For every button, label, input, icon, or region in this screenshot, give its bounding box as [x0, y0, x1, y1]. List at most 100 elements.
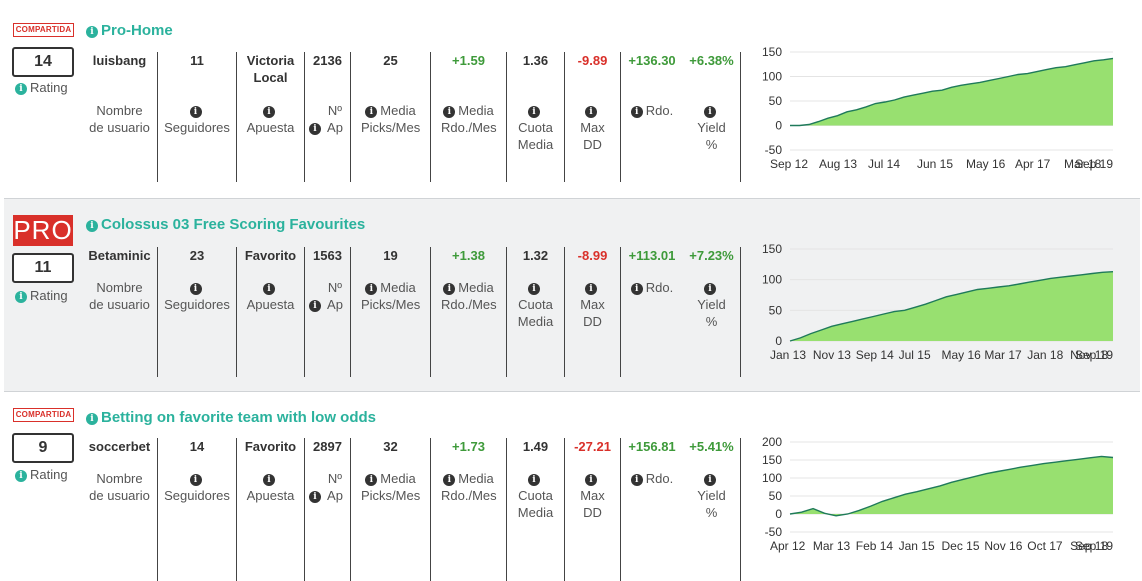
cuota-label: i Cuota Media: [507, 102, 564, 153]
picks-label: i Media Picks/Mes: [351, 279, 430, 313]
info-circle-icon[interactable]: i: [704, 474, 716, 486]
x-tick-label: Sep 12: [770, 157, 808, 171]
info-circle-icon[interactable]: i: [630, 283, 643, 295]
maxdd-label-text: Max DD: [580, 297, 605, 329]
followers-label: i Seguidores: [158, 279, 236, 313]
info-circle-icon[interactable]: i: [528, 283, 540, 295]
info-circle-icon[interactable]: i: [189, 283, 202, 295]
y-tick-label: 50: [769, 489, 783, 503]
y-tick-label: 100: [762, 471, 782, 485]
col-cuota: 1.36 i Cuota Media: [507, 52, 565, 182]
info-circle-icon[interactable]: i: [15, 470, 27, 482]
col-rdo: +156.81 i Rdo.: [621, 438, 683, 581]
info-circle-icon[interactable]: i: [365, 474, 378, 486]
username[interactable]: soccerbet: [88, 439, 151, 454]
col-picks: 32 i Media Picks/Mes: [351, 438, 431, 581]
strategy-title-text[interactable]: Colossus 03 Free Scoring Favourites: [101, 216, 366, 233]
info-circle-icon[interactable]: i: [585, 474, 597, 486]
username[interactable]: luisbang: [92, 53, 147, 68]
followers-label: i Seguidores: [158, 102, 236, 136]
info-circle-icon[interactable]: i: [585, 106, 597, 118]
info-circle-icon[interactable]: i: [585, 283, 597, 295]
col-num-bets: 2897 i Nº Ap: [305, 438, 351, 581]
media-rdo-label-text: Media Rdo./Mes: [441, 471, 497, 503]
info-circle-icon[interactable]: i: [443, 283, 456, 295]
info-circle-icon[interactable]: i: [263, 283, 275, 295]
num-bets-value: 2897: [313, 439, 342, 454]
info-circle-icon[interactable]: i: [528, 474, 540, 486]
x-tick-label: Aug 13: [819, 157, 857, 171]
x-tick-label: Oct 17: [1027, 539, 1063, 553]
strategy-title-text[interactable]: Betting on favorite team with low odds: [101, 409, 377, 426]
strategy-title-text[interactable]: Pro-Home: [101, 22, 173, 39]
x-tick-label: Sep 18: [1070, 539, 1108, 553]
info-circle-icon[interactable]: i: [704, 283, 716, 295]
cuota-value: 1.49: [522, 439, 549, 454]
info-circle-icon[interactable]: i: [309, 123, 321, 135]
yield-label-text: Yield %: [697, 297, 726, 329]
info-circle-icon[interactable]: i: [15, 291, 27, 303]
username[interactable]: Betaminic: [88, 248, 151, 263]
info-circle-icon[interactable]: i: [189, 106, 202, 118]
info-circle-icon[interactable]: i: [365, 106, 378, 118]
info-circle-icon[interactable]: i: [630, 474, 643, 486]
bet-value: Victoria Local: [246, 53, 295, 85]
picks-value: 32: [383, 439, 398, 454]
followers-label: i Seguidores: [158, 470, 236, 504]
followers-label-text: Seguidores: [164, 297, 230, 312]
info-circle-icon[interactable]: i: [309, 491, 321, 503]
cuota-value: 1.32: [522, 248, 549, 263]
profit-chart: 200 150 100 50 0 -50 Apr 12 Mar 13 Feb 14 Jan 15 D…: [748, 434, 1138, 554]
rating-label: i Rating: [15, 288, 68, 303]
bet-label: i Apuesta: [237, 102, 304, 136]
yield-value: +5.41%: [689, 439, 734, 454]
cuota-label-text: Cuota Media: [517, 120, 554, 152]
x-tick-label: Sep 19: [1075, 348, 1113, 362]
info-circle-icon[interactable]: i: [263, 106, 275, 118]
y-tick-label: 50: [769, 94, 783, 108]
info-circle-icon[interactable]: i: [704, 106, 716, 118]
col-maxdd: -27.21 i Max DD: [565, 438, 621, 581]
bet-label: i Apuesta: [237, 470, 304, 504]
rdo-value: +113.01: [628, 248, 676, 263]
info-circle-icon[interactable]: i: [443, 106, 456, 118]
info-circle-icon[interactable]: i: [263, 474, 275, 486]
x-tick-label: Feb 14: [856, 539, 894, 553]
bet-label-text: Apuesta: [246, 297, 295, 312]
username-label: Nombre de usuario: [89, 471, 150, 503]
rdo-value: +136.30: [628, 53, 676, 68]
info-circle-icon[interactable]: i: [15, 83, 27, 95]
x-tick-label: Mar 17: [984, 348, 1022, 362]
info-circle-icon[interactable]: i: [630, 106, 643, 118]
info-circle-icon[interactable]: i: [443, 474, 456, 486]
col-yield: +5.41% i Yield %: [683, 438, 741, 581]
num-bets-value: 1563: [313, 248, 342, 263]
picks-value: 25: [383, 53, 398, 68]
strategy-title[interactable]: i Betting on favorite team with low odds: [86, 409, 376, 426]
col-yield: +6.38% i Yield %: [683, 52, 741, 182]
chart-line: [790, 57, 1114, 127]
strategy-title[interactable]: i Colossus 03 Free Scoring Favourites: [86, 216, 365, 233]
x-tick-label: Jul 15: [899, 348, 931, 362]
info-circle-icon[interactable]: i: [86, 413, 98, 425]
followers-label-text: Seguidores: [164, 488, 230, 503]
picks-label: i Media Picks/Mes: [351, 102, 430, 136]
strategy-title[interactable]: i Pro-Home: [86, 22, 173, 39]
info-circle-icon[interactable]: i: [309, 300, 321, 312]
maxdd-label: i Max DD: [565, 102, 620, 153]
cuota-label: i Cuota Media: [507, 470, 564, 521]
yield-value: +6.38%: [689, 53, 734, 68]
info-circle-icon[interactable]: i: [365, 283, 378, 295]
yield-label: i Yield %: [683, 470, 740, 521]
cuota-value: 1.36: [522, 53, 549, 68]
media-rdo-value: +1.59: [452, 53, 485, 68]
info-circle-icon[interactable]: i: [189, 474, 202, 486]
col-maxdd: -8.99 i Max DD: [565, 247, 621, 377]
info-circle-icon[interactable]: i: [86, 220, 98, 232]
rdo-value: +156.81: [628, 439, 676, 454]
info-circle-icon[interactable]: i: [86, 26, 98, 38]
info-circle-icon[interactable]: i: [528, 106, 540, 118]
rdo-label: i Rdo.: [621, 279, 683, 296]
profit-chart: 150 100 50 0 Jan 13 Nov 13 Sep 14 Jul 15 May 16 M…: [748, 241, 1138, 363]
